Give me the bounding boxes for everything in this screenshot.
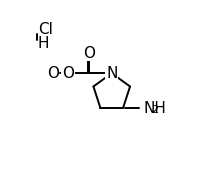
Text: O: O [62,66,74,81]
Text: H: H [38,36,49,51]
Text: N: N [105,66,117,81]
Text: O: O [82,46,94,61]
Text: NH: NH [142,100,165,116]
Text: 2: 2 [150,105,158,115]
Text: O: O [47,66,59,81]
Text: Cl: Cl [38,22,53,37]
